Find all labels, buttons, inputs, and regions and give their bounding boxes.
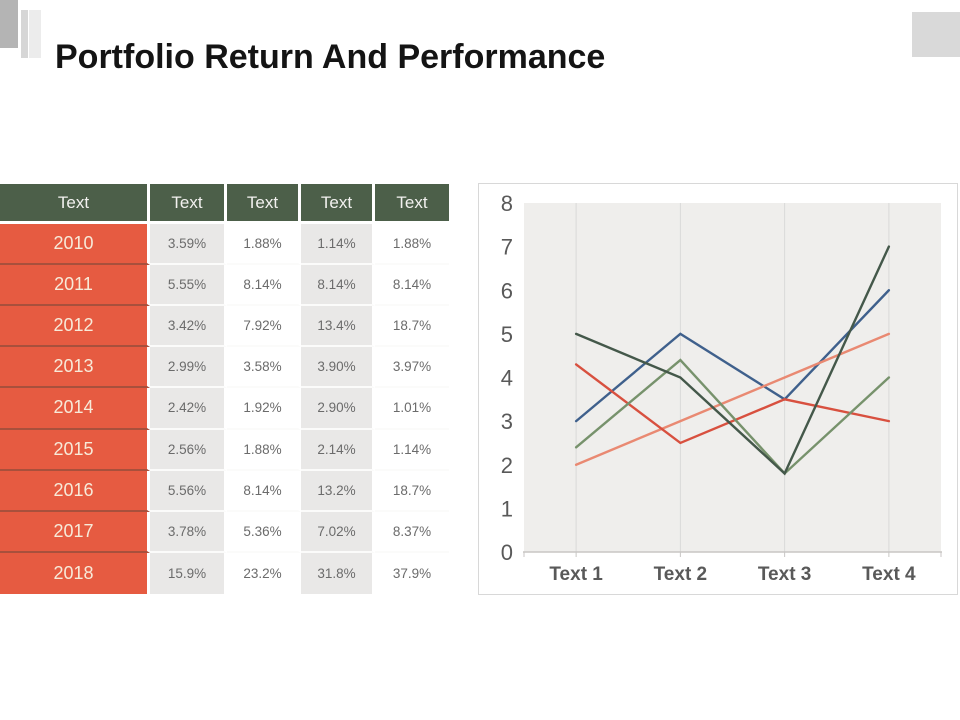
y-axis-tick-label: 2 [501, 453, 513, 478]
y-axis-tick-label: 5 [501, 322, 513, 347]
value-cell: 2.42% [150, 388, 227, 430]
table-header-cell: Text [301, 184, 375, 224]
value-cell: 37.9% [375, 552, 449, 594]
value-cell: 1.01% [375, 388, 449, 430]
year-cell: 2016 [0, 470, 150, 512]
year-cell: 2013 [0, 347, 150, 389]
chart-plot-area [524, 203, 941, 552]
value-cell: 2.90% [301, 388, 375, 430]
page-title: Portfolio Return And Performance [55, 37, 606, 76]
y-axis-tick-label: 8 [501, 191, 513, 216]
value-cell: 5.36% [227, 511, 301, 553]
title-accent-bar-dark [0, 0, 18, 48]
value-cell: 8.14% [227, 470, 301, 512]
year-cell: 2011 [0, 265, 150, 307]
value-cell: 1.14% [375, 429, 449, 471]
value-cell: 18.7% [375, 470, 449, 512]
value-cell: 3.42% [150, 306, 227, 348]
table-header-cell: Text [375, 184, 449, 224]
value-cell: 13.4% [301, 306, 375, 348]
value-cell: 5.55% [150, 265, 227, 307]
y-axis-tick-label: 6 [501, 278, 513, 303]
y-axis-tick-label: 0 [501, 540, 513, 565]
value-cell: 2.99% [150, 347, 227, 389]
y-axis-tick-label: 1 [501, 496, 513, 521]
year-cell: 2014 [0, 388, 150, 430]
value-cell: 8.14% [227, 265, 301, 307]
value-cell: 3.59% [150, 224, 227, 266]
value-cell: 31.8% [301, 552, 375, 594]
table-header-cell: Text [0, 184, 150, 224]
value-cell: 1.88% [227, 429, 301, 471]
value-cell: 7.02% [301, 511, 375, 553]
value-cell: 1.88% [375, 224, 449, 266]
chart-line-series-dark-green [574, 245, 891, 476]
x-axis-category-label: Text 3 [758, 564, 812, 585]
chart-line-series-blue [574, 289, 891, 423]
year-cell: 2010 [0, 224, 150, 266]
value-cell: 13.2% [301, 470, 375, 512]
title-accent-block-right [912, 12, 960, 57]
value-cell: 2.56% [150, 429, 227, 471]
title-accent-bar-medium [21, 10, 28, 58]
value-cell: 15.9% [150, 552, 227, 594]
x-axis-category-label: Text 4 [862, 564, 916, 585]
y-axis-tick-label: 4 [501, 366, 513, 391]
value-cell: 8.37% [375, 511, 449, 553]
chart-panel: 0 1 2 3 4 5 6 7 8 Text 1 Text 2 Text 3 Text 4 [478, 183, 958, 595]
value-cell: 1.92% [227, 388, 301, 430]
value-cell: 18.7% [375, 306, 449, 348]
value-cell: 8.14% [301, 265, 375, 307]
year-cell: 2018 [0, 552, 150, 594]
x-axis-category-label: Text 1 [549, 564, 603, 585]
year-cell: 2017 [0, 511, 150, 553]
chart-line-series-green [574, 358, 891, 476]
data-table: Text Text Text Text Text 2010 3.59% 1.88% 1.14% 1… [0, 184, 449, 594]
value-cell: 1.88% [227, 224, 301, 266]
y-axis-tick-label: 3 [501, 409, 513, 434]
year-cell: 2012 [0, 306, 150, 348]
value-cell: 7.92% [227, 306, 301, 348]
x-axis-category-label: Text 2 [654, 564, 708, 585]
value-cell: 3.97% [375, 347, 449, 389]
line-chart: 0 1 2 3 4 5 6 7 8 Text 1 Text 2 Text 3 Text 4 [501, 191, 942, 585]
value-cell: 8.14% [375, 265, 449, 307]
year-cell: 2015 [0, 429, 150, 471]
value-cell: 5.56% [150, 470, 227, 512]
table-header-cell: Text [227, 184, 301, 224]
table-header-cell: Text [150, 184, 227, 224]
value-cell: 23.2% [227, 552, 301, 594]
y-axis-tick-label: 7 [501, 235, 513, 260]
value-cell: 2.14% [301, 429, 375, 471]
value-cell: 1.14% [301, 224, 375, 266]
title-accent-bar-light [29, 10, 41, 58]
value-cell: 3.58% [227, 347, 301, 389]
chart-line-series-salmon [574, 332, 891, 466]
value-cell: 3.78% [150, 511, 227, 553]
value-cell: 3.90% [301, 347, 375, 389]
